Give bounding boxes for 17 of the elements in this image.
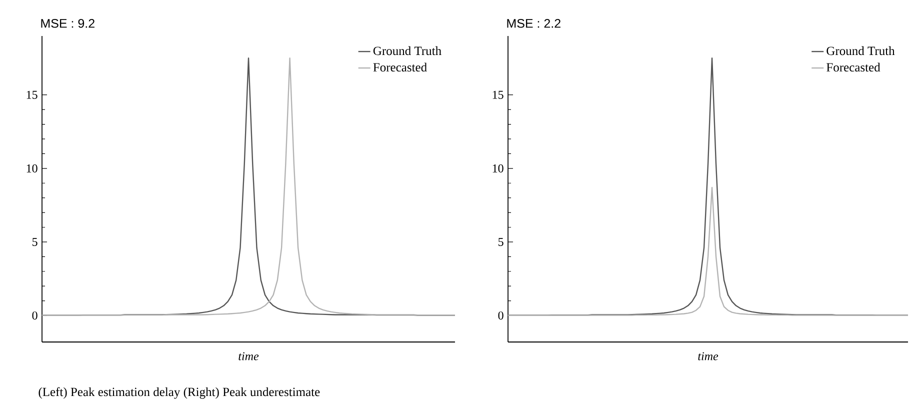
y-tick-label: 15 — [26, 90, 38, 99]
y-tick-label: 10 — [492, 164, 504, 172]
legend-label: Ground Truth — [826, 46, 895, 56]
chart-title: MSE : 9.2 — [41, 18, 94, 28]
chart-title: MSE : 2.2 — [507, 18, 560, 28]
x-axis-title: time — [238, 352, 259, 360]
y-tick-label: 15 — [492, 90, 504, 99]
y-tick-label: 5 — [32, 238, 38, 246]
y-tick-label: 0 — [32, 311, 38, 320]
x-axis-title: time — [698, 352, 718, 360]
legend-label: Ground Truth — [373, 46, 442, 56]
y-tick-label: 10 — [26, 164, 38, 172]
y-tick-label: 0 — [498, 311, 504, 320]
legend-label: Forecasted — [373, 62, 427, 72]
legend-label: Forecasted — [826, 62, 880, 72]
text: (Left) Peak estimation delay (Right) Peak underestimate — [38, 387, 320, 399]
y-tick-label: 5 — [498, 238, 504, 246]
